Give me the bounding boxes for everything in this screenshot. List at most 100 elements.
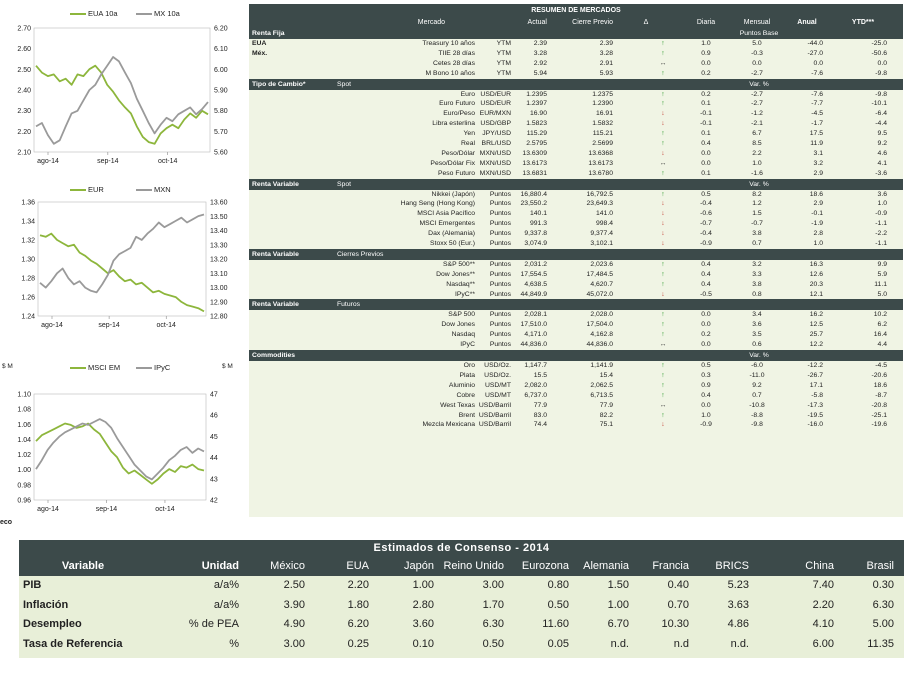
row-type: Puntos	[489, 311, 511, 319]
row-type: Puntos	[489, 260, 511, 268]
row-annual: 17.5	[809, 130, 823, 138]
consensus-header-cell: México	[270, 560, 305, 572]
direction-arrow-icon: ↓	[661, 110, 665, 118]
row-monthly: 0.6	[752, 341, 762, 349]
row-ytd: -4.5	[875, 362, 887, 370]
row-actual: 83.0	[533, 411, 547, 419]
x-tick-label: sep-14	[98, 322, 120, 329]
row-name: Real	[461, 140, 475, 148]
row-daily: -0.1	[700, 120, 712, 128]
row-monthly: 6.7	[752, 130, 762, 138]
x-tick-label: ago-14	[37, 158, 59, 165]
x-tick-label: oct-14	[158, 158, 178, 165]
consensus-cell: 4.90	[283, 618, 305, 630]
consensus-cell: 6.30	[482, 618, 504, 630]
row-type: YTM	[496, 69, 511, 77]
market-row: Nasdaq Puntos 4,171.0 4,162.8 ↑ 0.2 3.5 25.7 16.…	[249, 330, 903, 340]
right-tick-label: 13.60	[210, 200, 228, 207]
row-actual: 4,171.0	[524, 331, 547, 339]
row-ytd: -25.0	[871, 40, 888, 47]
row-type: Puntos	[489, 341, 511, 349]
market-row: Plata USD/Oz. 15.5 15.4 ↑ 0.3 -11.0 -26.7 -20.6	[249, 371, 903, 381]
market-row: EUA Treasury 10 años YTM 2.39 2.39 ↑ 1.0 5.0 -44…	[249, 39, 903, 49]
row-prev: 45,072.0	[586, 290, 613, 298]
chart-bond-yields: EUA 10a MX 10a 2.70 2.60 2.50 2.40 2.30 2.20 2.1…	[0, 6, 244, 176]
market-row: Real BRL/USD 2.5795 2.5699 ↑ 0.4 8.5 11.9 9.2	[249, 139, 903, 149]
row-daily: 0.9	[701, 381, 711, 389]
row-name: Euro	[460, 90, 475, 98]
row-prev: 4,620.7	[590, 280, 613, 288]
row-ytd: -25.1	[871, 411, 888, 419]
consensus-cell: 4.86	[727, 618, 749, 630]
legend-label-series1: MSCI EM	[88, 363, 120, 372]
consensus-cell: 1.00	[412, 579, 434, 591]
row-monthly: 1.2	[752, 200, 762, 208]
row-annual: -44.0	[807, 40, 824, 47]
row-daily: 0.4	[701, 270, 711, 278]
row-daily: 0.0	[701, 401, 711, 409]
row-ytd: 9.5	[877, 130, 887, 138]
row-actual: 13.6309	[522, 149, 547, 157]
row-prev: 2.91	[599, 59, 613, 67]
row-ytd: 3.6	[877, 190, 887, 198]
row-monthly: -1.2	[751, 110, 763, 118]
consensus-cell: 6.20	[347, 618, 369, 630]
left-tick-label: 1.10	[17, 392, 31, 399]
row-prev: 17,504.0	[586, 321, 613, 329]
market-row: Dax (Alemania) Puntos 9,337.8 9,377.4 ↓ -0.4 3…	[249, 229, 903, 239]
row-monthly: 3.4	[752, 311, 762, 319]
market-row: Euro/Peso EUR/MXN 16.90 16.91 ↓ -0.1 -1.2 -4.5 -…	[249, 109, 903, 119]
market-row: Nikkei (Japón) Puntos 16,880.4 16,792.5 ↑ 0.5…	[249, 190, 903, 200]
chart-equity: MSCI EM IPyC $ M $ M 1.10 1.08 1.06 1.04 1.02 1.0…	[0, 356, 244, 516]
row-prev: 3,102.1	[590, 240, 613, 248]
row-ytd: 9.2	[877, 140, 887, 148]
row-name: Aluminio	[448, 381, 475, 389]
row-type: YTM	[496, 40, 511, 47]
direction-arrow-icon: ↑	[661, 40, 665, 47]
consensus-row: Tasa de Referencia% 3.00 0.25 0.10 0.50 0.05 n…	[19, 635, 904, 655]
row-region: Méx.	[252, 49, 268, 57]
market-row: S&P 500** Puntos 2,031.2 2,023.6 ↑ 0.4 3.2 16.3…	[249, 260, 903, 270]
direction-arrow-icon: ↓	[661, 120, 665, 128]
row-prev: 115.21	[592, 130, 613, 138]
hdr-ytd: YTD***	[851, 19, 875, 26]
row-annual: 11.9	[810, 140, 823, 148]
direction-arrow-icon: ↔	[659, 341, 667, 349]
left-tick-label: 2.50	[17, 67, 31, 74]
row-prev: 2.5699	[592, 140, 613, 148]
row-daily: 0.0	[701, 321, 711, 329]
consensus-table: Estimados de Consenso - 2014 Variable Uni…	[19, 540, 904, 658]
row-prev: 3.28	[599, 49, 613, 57]
consensus-header-cell: Alemania	[583, 560, 629, 572]
consensus-cell: n.d.	[610, 637, 629, 650]
direction-arrow-icon: ↑	[661, 280, 665, 288]
consensus-cell: 6.00	[812, 637, 834, 650]
consensus-cell: 0.05	[547, 637, 569, 650]
hdr-mensual: Mensual	[743, 19, 771, 26]
left-tick-label: 2.10	[17, 150, 31, 157]
row-type: Puntos	[489, 190, 511, 198]
row-name: Cobre	[456, 391, 475, 399]
plot-frame	[33, 393, 207, 501]
left-tick-label: 1.06	[17, 422, 31, 429]
row-type: USD/MT	[484, 381, 511, 389]
direction-arrow-icon: ↑	[661, 169, 665, 177]
row-name: Euro/Peso	[443, 110, 475, 118]
left-tick-label: 0.96	[17, 498, 31, 505]
consensus-cell: 0.25	[347, 637, 369, 650]
row-ytd: 4.1	[877, 159, 887, 167]
direction-arrow-icon: ↓	[661, 220, 665, 228]
consensus-cell: 6.30	[872, 598, 894, 611]
row-actual: 17,554.5	[520, 270, 547, 278]
row-name: Yen	[463, 130, 475, 138]
row-prev: 13.6173	[588, 159, 613, 167]
row-monthly: 3.8	[752, 230, 762, 238]
consensus-variable: Tasa de Referencia	[23, 637, 123, 650]
direction-arrow-icon: ↑	[661, 130, 665, 138]
row-annual: 12.2	[809, 341, 823, 349]
row-monthly: 3.6	[752, 321, 762, 329]
section-unit: Var. %	[749, 180, 769, 188]
row-type: USD/EUR	[480, 90, 511, 98]
market-summary-table: RESUMEN DE MERCADOS Mercado Actual Cierr…	[249, 4, 903, 517]
row-prev: 16,792.5	[586, 190, 613, 198]
